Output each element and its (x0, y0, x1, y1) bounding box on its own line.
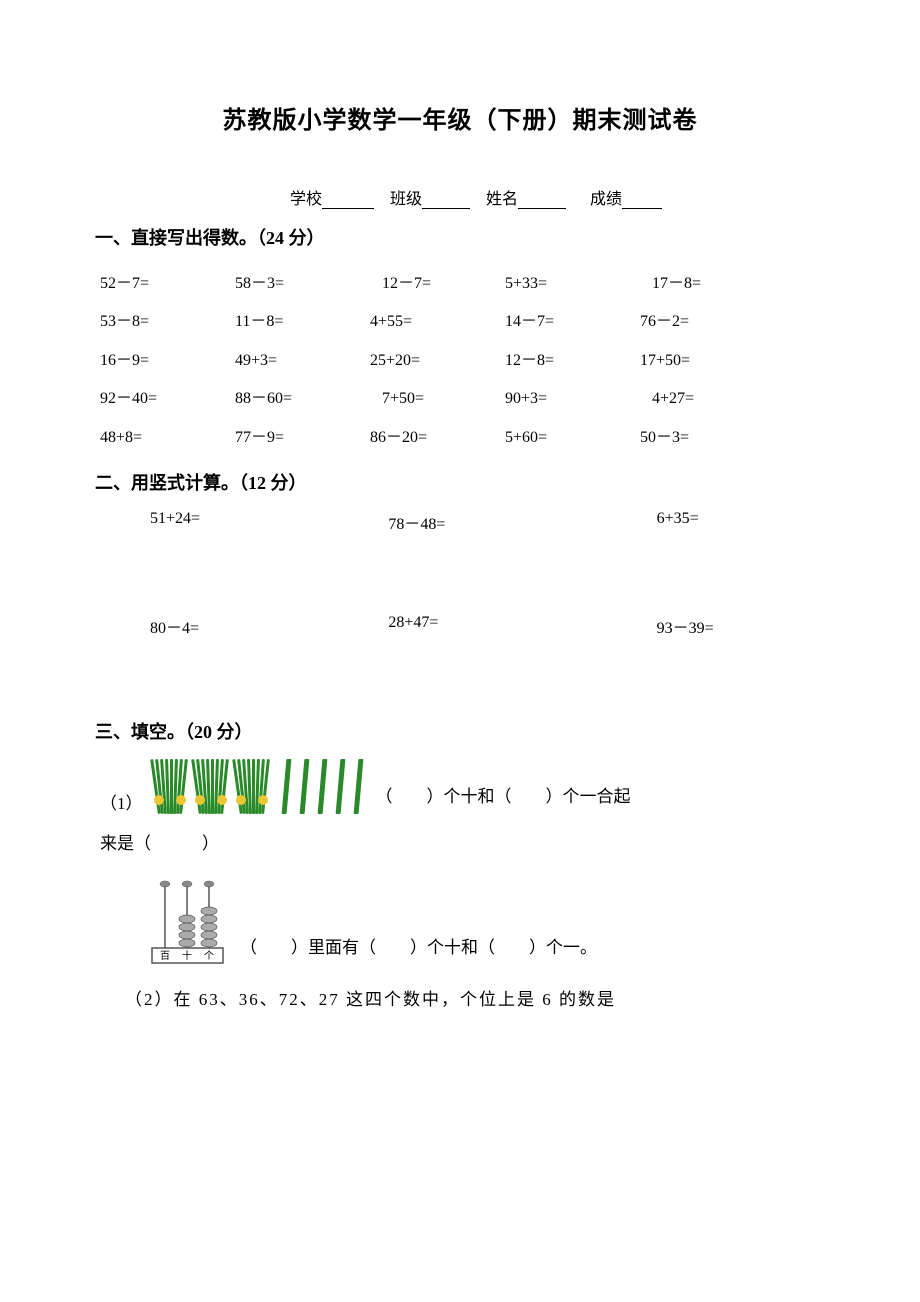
arith-problem: 5+60= (505, 419, 640, 457)
name-blank[interactable] (518, 193, 566, 209)
q1-number: （1） (100, 789, 143, 814)
q1-text-part1: （ ）个十和（ ）个一合起 (376, 780, 631, 814)
arith-row: 52－7=58－3=12－7=5+33=17－8= (100, 265, 825, 303)
arith-problem: 7+50= (370, 380, 505, 418)
vertical-problem: 78－48= (318, 510, 556, 534)
question-2-text: （2）在 63、36、72、27 这四个数中，个位上是 6 的数是 (125, 980, 825, 1021)
arith-problem: 52－7= (100, 265, 235, 303)
student-info-line: 学校 班级 姓名 成绩 (290, 185, 825, 209)
vertical-problem: 80－4= (95, 614, 318, 638)
arithmetic-grid: 52－7=58－3=12－7=5+33=17－8=53－8=11－8=4+55=… (100, 265, 825, 457)
arith-problem: 17+50= (640, 342, 775, 380)
arith-problem: 4+55= (370, 303, 505, 341)
arith-problem: 49+3= (235, 342, 370, 380)
stick-bundle-icon (151, 759, 189, 814)
arith-problem: 5+33= (505, 265, 640, 303)
arith-row: 92－40=88－60=7+50=90+3=4+27= (100, 380, 825, 418)
q1b-text: （ ）里面有（ ）个十和（ ）个一。 (240, 931, 597, 965)
section2-title: 二、用竖式计算。（12 分） (95, 469, 825, 495)
name-text: 姓名 (486, 191, 518, 208)
class-label: 班级 (390, 185, 470, 209)
single-stick-icon (281, 759, 291, 814)
vertical-row: 80－4=28+47=93－39= (95, 614, 825, 638)
arith-problem: 77－9= (235, 419, 370, 457)
arith-problem: 12－7= (370, 265, 505, 303)
single-stick-icon (353, 759, 363, 814)
abacus-label-ten: 十 (182, 949, 192, 962)
arith-problem: 17－8= (640, 265, 775, 303)
arith-row: 16－9=49+3=25+20=12－8=17+50= (100, 342, 825, 380)
exam-title: 苏教版小学数学一年级（下册）期末测试卷 (95, 100, 825, 135)
q1-text-part2: 来是（ ） (100, 824, 825, 865)
abacus-label-hundred: 百 (160, 950, 170, 962)
arith-problem: 53－8= (100, 303, 235, 341)
vertical-problem: 93－39= (557, 614, 825, 638)
score-text: 成绩 (590, 191, 622, 208)
score-label: 成绩 (590, 185, 662, 209)
arith-problem: 12－8= (505, 342, 640, 380)
stick-bundle-icon (233, 759, 271, 814)
arith-problem: 16－9= (100, 342, 235, 380)
stick-bundle-icon (192, 759, 230, 814)
section3-title: 三、填空。（20 分） (95, 718, 825, 744)
name-label: 姓名 (486, 185, 566, 209)
vertical-problem: 28+47= (318, 614, 556, 638)
abacus-icon: 百 十 个 (150, 880, 225, 965)
arith-problem: 4+27= (640, 380, 775, 418)
school-text: 学校 (290, 191, 322, 208)
school-label: 学校 (290, 185, 374, 209)
arith-problem: 92－40= (100, 380, 235, 418)
vertical-calc-grid: 51+24=78－48=6+35= 80－4=28+47=93－39= (95, 510, 825, 638)
arith-row: 53－8=11－8=4+55=14－7=76－2= (100, 303, 825, 341)
vertical-row: 51+24=78－48=6+35= (95, 510, 825, 534)
class-text: 班级 (390, 191, 422, 208)
single-stick-icon (317, 759, 327, 814)
arith-problem: 58－3= (235, 265, 370, 303)
score-blank[interactable] (622, 193, 662, 209)
arith-problem: 25+20= (370, 342, 505, 380)
class-blank[interactable] (422, 193, 470, 209)
arith-problem: 88－60= (235, 380, 370, 418)
arith-problem: 86－20= (370, 419, 505, 457)
arith-problem: 48+8= (100, 419, 235, 457)
single-stick-icon (299, 759, 309, 814)
arith-problem: 76－2= (640, 303, 775, 341)
counting-sticks-icon (151, 759, 361, 814)
arith-problem: 11－8= (235, 303, 370, 341)
vertical-problem: 6+35= (557, 510, 825, 534)
arith-row: 48+8=77－9=86－20=5+60=50－3= (100, 419, 825, 457)
question-1-line1: （1） （ ）个十和（ ）个一合起 (100, 759, 825, 814)
school-blank[interactable] (322, 193, 374, 209)
vertical-problem: 51+24= (95, 510, 318, 534)
single-stick-icon (335, 759, 345, 814)
section1-title: 一、直接写出得数。（24 分） (95, 224, 825, 250)
abacus-line: 百 十 个 （ ）里面有（ ）个十和（ ）个一。 (150, 880, 825, 965)
arith-problem: 90+3= (505, 380, 640, 418)
arith-problem: 50－3= (640, 419, 775, 457)
abacus-label-one: 个 (204, 950, 214, 962)
arith-problem: 14－7= (505, 303, 640, 341)
